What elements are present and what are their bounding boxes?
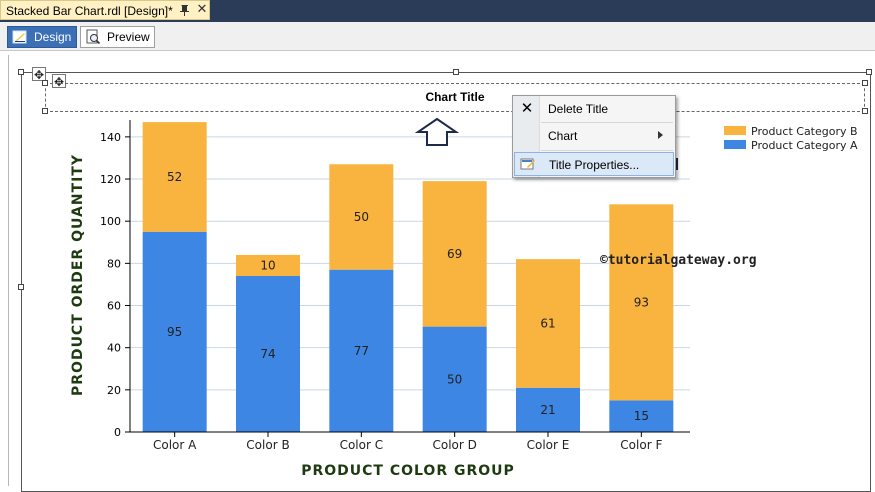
title-handle[interactable] <box>862 80 868 86</box>
data-label: 50 <box>447 372 462 386</box>
x-axis-title: PRODUCT COLOR GROUP <box>301 463 515 479</box>
data-label: 50 <box>354 210 369 224</box>
resize-handle[interactable] <box>453 69 459 75</box>
data-label: 74 <box>260 347 275 361</box>
data-label: 95 <box>167 325 182 339</box>
view-tab-bar: Design Preview <box>0 22 875 51</box>
move-icon[interactable]: ✥ <box>52 74 66 89</box>
tab-preview[interactable]: Preview <box>80 26 155 48</box>
pin-icon[interactable] <box>179 3 191 17</box>
x-tick-label: Color C <box>340 438 384 452</box>
y-tick-label: 80 <box>107 257 121 270</box>
document-tab[interactable]: Stacked Bar Chart.rdl [Design]* ✕ <box>0 0 210 20</box>
properties-icon <box>520 156 536 172</box>
y-tick-label: 0 <box>114 426 121 439</box>
title-handle[interactable] <box>42 80 48 86</box>
tab-design-label: Design <box>34 30 72 44</box>
bar-segment <box>516 259 580 388</box>
y-tick-label: 40 <box>107 342 121 355</box>
menu-separator <box>541 150 673 151</box>
menu-item-delete-title-label: Delete Title <box>548 102 609 116</box>
close-icon[interactable]: ✕ <box>196 2 208 17</box>
bar-segment <box>142 231 207 432</box>
report-body-ruler <box>8 55 869 486</box>
bar-segment <box>329 164 394 270</box>
document-tab-bar: Stacked Bar Chart.rdl [Design]* ✕ <box>0 0 875 22</box>
bar-segment <box>142 122 207 232</box>
move-icon[interactable]: ✥ <box>32 67 46 82</box>
data-label: 77 <box>354 344 369 358</box>
bar-segment <box>236 254 300 276</box>
tab-design[interactable]: Design <box>7 26 77 48</box>
watermark: ©tutorialgateway.org <box>600 253 757 268</box>
bar-segment <box>609 400 674 432</box>
bar-segment <box>422 181 487 327</box>
legend-swatch <box>724 140 746 149</box>
data-label: 69 <box>447 247 462 261</box>
legend-label: Product Category A <box>751 139 858 152</box>
data-label: 21 <box>540 403 555 417</box>
data-label: 61 <box>540 316 555 330</box>
legend-label: Product Category B <box>751 125 858 138</box>
y-tick-label: 60 <box>107 300 121 313</box>
menu-item-title-properties[interactable]: Title Properties... <box>514 152 674 176</box>
menu-separator <box>541 122 673 123</box>
bar-segment <box>516 387 580 432</box>
arrow-up-icon <box>414 117 460 146</box>
x-tick-label: Color F <box>620 438 662 452</box>
resize-handle[interactable] <box>18 69 24 75</box>
design-icon <box>12 29 28 45</box>
legend-swatch <box>724 126 746 135</box>
menu-item-delete-title[interactable]: ✕ Delete Title <box>514 97 674 121</box>
y-tick-label: 120 <box>100 173 121 186</box>
context-menu: ✕ Delete Title Chart Title Properties... <box>512 95 676 178</box>
y-tick-label: 20 <box>107 384 121 397</box>
data-label: 15 <box>634 409 649 423</box>
bar-segment <box>236 276 300 432</box>
resize-handle[interactable] <box>866 69 872 75</box>
preview-icon <box>85 29 101 45</box>
chart-title-box[interactable] <box>45 83 865 112</box>
menu-item-chart-label: Chart <box>548 129 578 143</box>
y-tick-label: 140 <box>100 131 121 144</box>
bar-segment <box>609 204 674 401</box>
data-label: 10 <box>260 258 275 272</box>
submenu-arrow-icon <box>658 131 663 139</box>
tab-preview-label: Preview <box>107 30 150 44</box>
bar-segment <box>422 326 487 432</box>
x-tick-label: Color A <box>153 438 197 452</box>
resize-handle[interactable] <box>18 284 24 290</box>
title-handle[interactable] <box>42 108 48 114</box>
chart-title[interactable]: Chart Title <box>425 90 485 104</box>
x-tick-label: Color D <box>432 438 476 452</box>
x-tick-label: Color E <box>527 438 570 452</box>
y-axis-title: PRODUCT ORDER QUANTITY <box>70 154 86 396</box>
data-label: 52 <box>167 170 182 184</box>
menu-item-title-properties-label: Title Properties... <box>549 158 640 172</box>
delete-icon: ✕ <box>520 99 534 117</box>
data-label: 93 <box>634 295 649 309</box>
title-handle[interactable] <box>862 108 868 114</box>
x-tick-label: Color B <box>246 438 289 452</box>
document-tab-title: Stacked Bar Chart.rdl [Design]* <box>6 4 173 18</box>
menu-item-chart[interactable]: Chart <box>514 124 674 148</box>
y-tick-label: 100 <box>100 215 121 228</box>
bar-segment <box>329 269 394 432</box>
